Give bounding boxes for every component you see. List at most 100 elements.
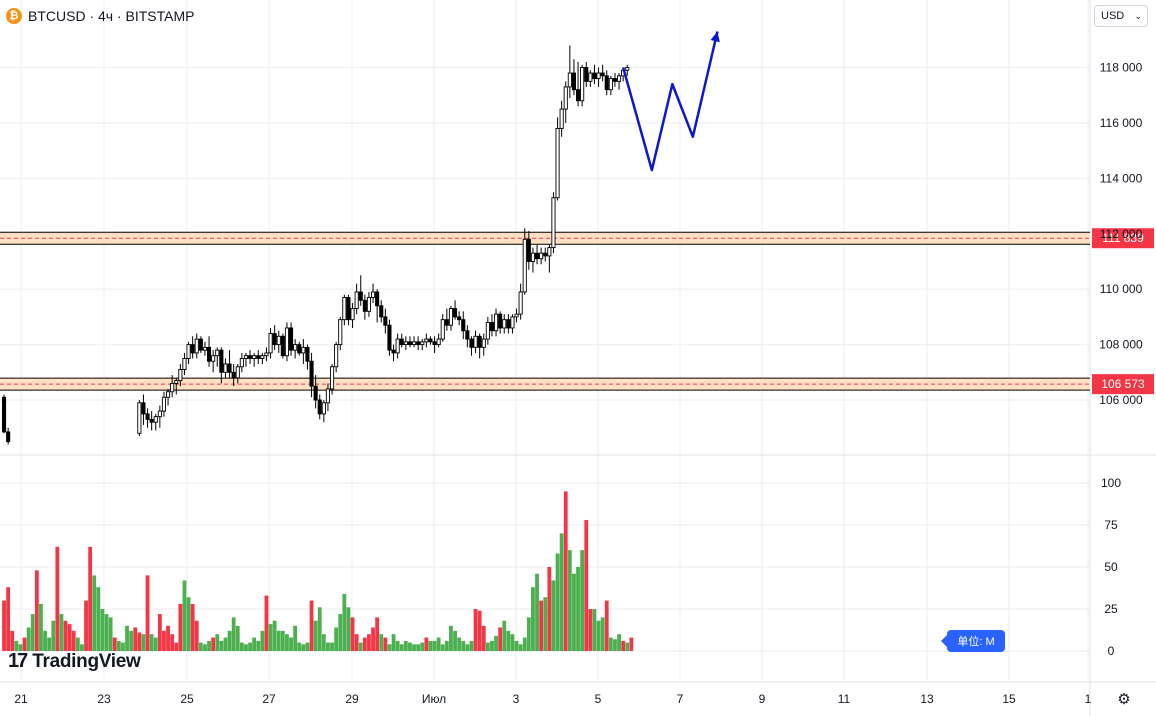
currency-dropdown[interactable]: USD ⌄ [1094, 5, 1148, 27]
symbol-header[interactable]: ₿ BTCUSD · 4ч · BITSTAMP [6, 6, 195, 26]
volume-bar [96, 587, 101, 651]
candle-up [239, 358, 244, 368]
volume-bar [428, 640, 433, 651]
candle-down [198, 338, 203, 351]
candle-up [485, 321, 490, 340]
candle-up [260, 355, 265, 359]
price-tick-label: 116 000 [1100, 116, 1143, 130]
candle-down [305, 346, 310, 362]
volume-bar [190, 603, 195, 651]
candle-down [206, 346, 212, 362]
volume-bar [399, 644, 404, 651]
time-tick-label: 29 [345, 692, 359, 706]
volume-bars [2, 491, 634, 651]
candle-up [268, 333, 273, 354]
price-tick-label: 114 000 [1100, 171, 1143, 185]
volume-bar [490, 640, 494, 651]
volume-bar [112, 637, 117, 651]
candle-up [580, 67, 585, 102]
volume-bar [121, 642, 125, 651]
candle-down [498, 313, 503, 329]
volume-units-badge: 单位: M [941, 630, 1005, 652]
candle-down [604, 75, 609, 91]
volume-bar [223, 637, 228, 651]
candle-up [424, 338, 429, 343]
volume-bar [268, 624, 273, 651]
candle-down [535, 252, 540, 260]
volume-bar [584, 519, 589, 651]
candle-up [330, 366, 335, 390]
volume-tick-label: 0 [1108, 644, 1115, 658]
volume-bar [440, 644, 445, 651]
time-tick-label: 27 [262, 692, 276, 706]
candle-down [149, 418, 154, 423]
grid-lines [0, 0, 1090, 681]
volume-bar [424, 637, 429, 651]
candle-up [588, 72, 593, 82]
time-tick-label: 23 [97, 692, 111, 706]
volume-bar [588, 609, 593, 651]
volume-bar [531, 587, 535, 651]
candle-down [612, 78, 617, 82]
volume-bar [231, 617, 236, 651]
volume-bar [342, 593, 347, 651]
volume-bar [555, 553, 560, 651]
volume-bar [30, 614, 35, 651]
volume-bar [272, 620, 277, 651]
candle-up [194, 338, 199, 354]
time-tick-label: 13 [920, 692, 934, 706]
volume-bar [280, 630, 285, 651]
symbol-title: BTCUSD · 4ч · BITSTAMP [28, 8, 195, 24]
volume-bar [547, 567, 552, 651]
candle-up [518, 291, 523, 315]
volume-bar [207, 640, 211, 651]
volume-bar [141, 634, 146, 651]
volume-bar [395, 640, 400, 651]
volume-bar [621, 640, 626, 651]
volume-tick-label: 25 [1104, 602, 1118, 616]
time-tick-label: Июл [422, 692, 446, 706]
candle-down [465, 330, 470, 340]
volume-bar [219, 640, 224, 651]
chevron-down-icon: ⌄ [1134, 10, 1142, 21]
price-tick-label: 118 000 [1100, 61, 1143, 75]
candle-up [202, 346, 208, 351]
volume-bar [125, 625, 129, 651]
candle-down [358, 291, 363, 301]
volume-bar [485, 642, 490, 651]
volume-bar [235, 625, 240, 651]
candle-up [608, 78, 613, 91]
time-tick-label: 11 [838, 692, 851, 706]
candle-up [165, 391, 171, 398]
candle-up [252, 355, 257, 359]
candle-up [436, 338, 441, 346]
candle-down [346, 297, 351, 321]
tradingview-logo[interactable]: 17 TradingView [8, 650, 141, 673]
candle-up [371, 291, 376, 298]
volume-bar [412, 644, 416, 651]
candle-up [559, 108, 564, 129]
volume-bar [34, 570, 39, 651]
candle-down [256, 355, 261, 359]
candle-up [264, 352, 269, 357]
candle-down [280, 335, 285, 357]
candle-up [510, 316, 515, 329]
volume-bar [469, 640, 474, 651]
volume-bar [420, 642, 425, 651]
candle-up [366, 297, 372, 312]
time-tick-label: 7 [677, 692, 684, 706]
volume-bar [84, 600, 88, 651]
settings-icon[interactable]: ⚙ [1117, 691, 1131, 708]
level-price-label: 106 573 [1101, 377, 1145, 391]
time-tick-label: 25 [180, 692, 194, 706]
volume-bar [248, 642, 252, 651]
volume-bar [55, 546, 60, 651]
volume-bar [18, 644, 23, 651]
candle-up [617, 75, 622, 82]
volume-bar [104, 614, 109, 651]
volume-bar [129, 630, 134, 651]
candles [1, 45, 630, 445]
volume-bar [383, 637, 388, 651]
